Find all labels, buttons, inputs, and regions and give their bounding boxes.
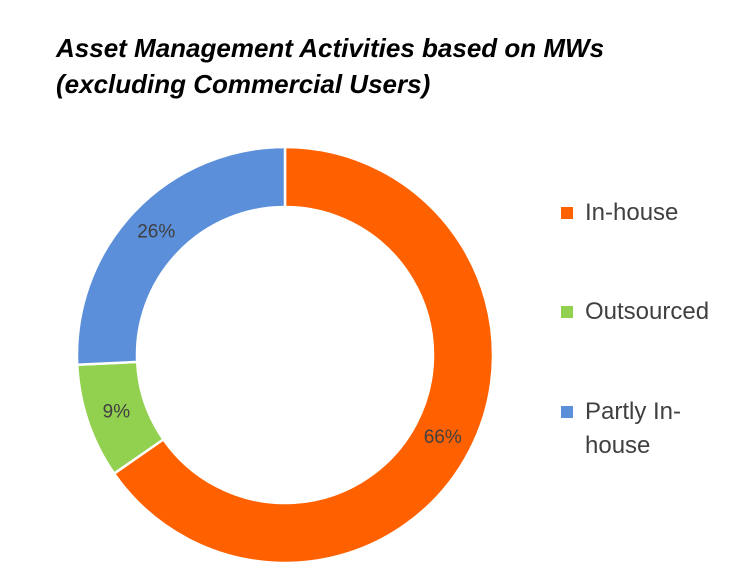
legend-swatch-outsourced <box>561 306 573 318</box>
donut-slice-in-house <box>112 145 495 565</box>
chart-title-line-2: (excluding Commercial Users) <box>56 69 431 99</box>
data-label-in-house: 66% <box>424 427 462 448</box>
chart-title: Asset Management Activities based on MWs… <box>56 30 604 102</box>
donut-slice-partly-in-house <box>75 145 287 366</box>
chart-title-line-1: Asset Management Activities based on MWs <box>56 33 605 63</box>
legend-item-outsourced: Outsourced <box>561 295 710 329</box>
donut-slices <box>75 145 495 565</box>
data-label-partly-in-house: 26% <box>137 222 175 243</box>
legend-label-outsourced: Outsourced <box>585 298 710 325</box>
legend-label-partly-in-house: Partly In-house <box>585 398 682 459</box>
legend-swatch-in-house <box>561 207 573 219</box>
legend-item-in-house: In-house <box>561 196 705 230</box>
legend-label-in-house: In-house <box>585 199 679 226</box>
legend-item-partly-in-house: Partly In-house <box>561 395 705 463</box>
data-label-outsourced: 9% <box>103 402 131 423</box>
legend-swatch-partly-in-house <box>561 406 573 418</box>
donut-data-labels: 66% 9% 26% <box>103 222 462 448</box>
